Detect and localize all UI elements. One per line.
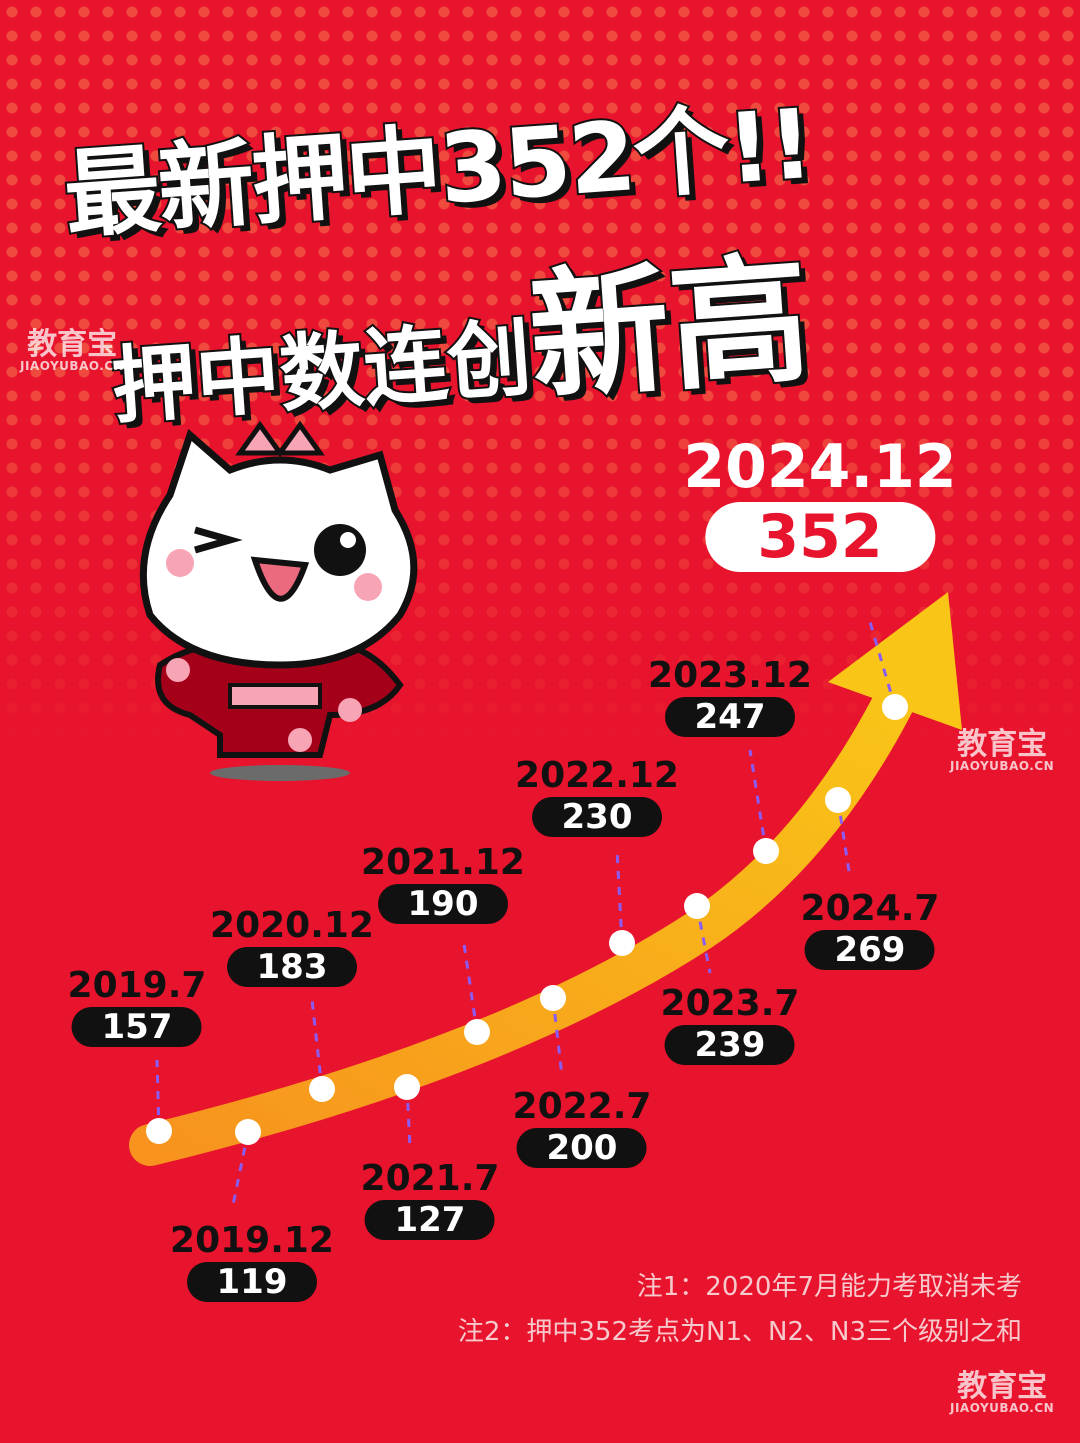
data-point-2022.12 <box>609 930 635 956</box>
data-label: 2021.12 190 <box>361 842 525 924</box>
data-label: 2022.12 230 <box>515 755 679 837</box>
footnote-1: 注1：2020年7月能力考取消未考 <box>636 1272 1022 1302</box>
guide-line <box>551 997 564 1077</box>
data-label-value: 183 <box>227 947 357 987</box>
highlight-date: 2024.12 <box>683 432 957 502</box>
data-label-date: 2022.7 <box>512 1086 652 1127</box>
data-label: 2020.12 183 <box>210 905 374 987</box>
watermark-logo: 教育宝 JIAOYUBAO.CN <box>20 327 125 373</box>
data-point-2021.12 <box>464 1019 490 1045</box>
data-point-2022.7 <box>540 985 566 1011</box>
data-label-date: 2022.12 <box>515 755 679 796</box>
data-label-value: 230 <box>532 797 662 837</box>
data-point-2024.12 <box>882 694 908 720</box>
data-label: 2023.12 247 <box>648 655 812 737</box>
data-label-date: 2024.7 <box>800 888 940 929</box>
data-label-value: 119 <box>187 1262 317 1302</box>
watermark-logo: 教育宝 JIAOYUBAO.CN <box>950 1369 1055 1415</box>
data-point-2023.7 <box>684 893 710 919</box>
data-label-date: 2021.12 <box>361 842 525 883</box>
data-label-date: 2019.12 <box>170 1220 334 1261</box>
data-label-value: 190 <box>378 884 508 924</box>
data-label-value: 157 <box>71 1007 202 1047</box>
highlight-value: 352 <box>705 502 935 572</box>
data-label-value: 127 <box>364 1200 495 1240</box>
data-label: 2019.7 157 <box>67 965 207 1047</box>
data-point-2019.7 <box>146 1118 172 1144</box>
data-label-value: 200 <box>516 1128 647 1168</box>
guide-line <box>748 749 768 852</box>
guide-line <box>615 849 624 944</box>
data-label-date: 2019.7 <box>67 965 207 1006</box>
guide-line <box>155 1059 161 1132</box>
guide-line <box>230 1131 250 1211</box>
guide-line <box>405 1086 412 1149</box>
cat-mascot-illustration <box>139 420 418 781</box>
data-point-2021.7 <box>394 1074 420 1100</box>
data-label: 2019.12 119 <box>170 1220 334 1302</box>
data-label: 2023.7 239 <box>660 983 800 1065</box>
data-label-value: 247 <box>665 697 795 737</box>
data-point-2024.7 <box>825 787 851 813</box>
data-label-value: 239 <box>664 1025 795 1065</box>
guide-line <box>836 799 852 879</box>
data-label-date: 2021.7 <box>360 1158 500 1199</box>
footnote-2: 注2：押中352考点为N1、N2、N3三个级别之和 <box>457 1317 1022 1347</box>
data-point-2023.12 <box>753 838 779 864</box>
data-label-date: 2020.12 <box>210 905 374 946</box>
data-label: 2021.7 127 <box>360 1158 500 1240</box>
data-label-date: 2023.12 <box>648 655 812 696</box>
highlight-label: 2024.12 352 <box>683 432 957 572</box>
guide-line <box>310 999 324 1090</box>
watermark-logo: 教育宝 JIAOYUBAO.CN <box>950 727 1055 773</box>
data-label-value: 269 <box>804 930 935 970</box>
data-point-2019.12 <box>235 1119 261 1145</box>
data-label-date: 2023.7 <box>660 983 800 1024</box>
data-label: 2022.7 200 <box>512 1086 652 1168</box>
trend-arrow-head <box>828 592 962 730</box>
data-label: 2024.7 269 <box>800 888 940 970</box>
guide-line <box>461 936 479 1033</box>
data-point-2020.12 <box>309 1076 335 1102</box>
guide-line <box>695 905 712 974</box>
